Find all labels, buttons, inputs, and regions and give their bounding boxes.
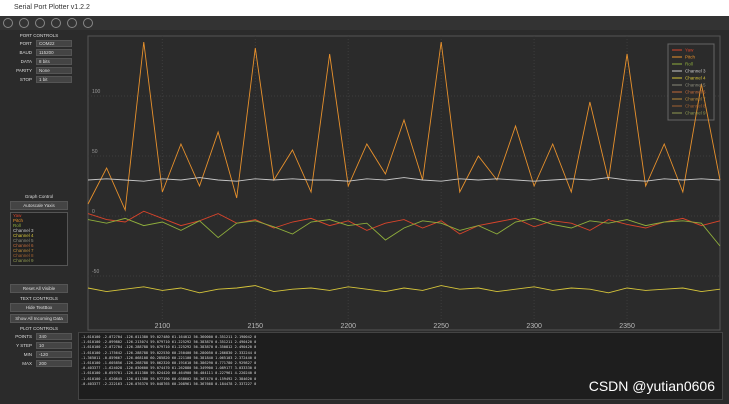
control-value[interactable]: None (36, 67, 72, 74)
control-value[interactable]: 8 bits (36, 58, 72, 65)
tool[interactable] (67, 18, 77, 28)
legend-label: Channel 6 (685, 90, 706, 95)
tool[interactable] (19, 18, 29, 28)
text-line: -0.403377 -1.624028 -126.030600 59.07447… (81, 366, 257, 371)
y-tick-label: 100 (92, 89, 101, 95)
legend-label: Yaw (685, 48, 694, 53)
legend-label: Channel 5 (685, 83, 706, 88)
x-tick-label: 2100 (155, 323, 171, 330)
series-line (87, 217, 721, 247)
text-box: -1.610100 -2.072704 -126.011380 59.02748… (78, 332, 723, 400)
legend-label: Channel 7 (685, 97, 706, 102)
x-tick-label: 2250 (433, 323, 449, 330)
control-value[interactable]: 340 (36, 333, 72, 340)
x-tick-label: 2150 (248, 323, 264, 330)
control-row: MAX 200 (4, 360, 74, 367)
channel-item[interactable]: Channel 4 (13, 233, 34, 238)
legend-label: Channel 3 (685, 69, 706, 74)
section-title: TEXT CONTROLS (20, 296, 58, 301)
button[interactable]: Autoscale Yaxis (10, 201, 68, 210)
channel-item[interactable]: Yaw (13, 213, 22, 218)
control-row: BAUD 115200 (4, 49, 74, 56)
button[interactable]: Reset All Visible (10, 284, 68, 293)
legend-label: Channel 9 (685, 111, 706, 116)
control-row: PORT COM22 (4, 40, 74, 47)
section-title: PLOT CONTROLS (20, 326, 58, 331)
text-line: -1.610100 -2.099802 -126.213074 59.07971… (81, 340, 257, 345)
series-line (87, 41, 721, 212)
plot: -50 0 50 100 2100 2150 2200 2250 2300 2350 Yaw Pitc… (87, 35, 721, 331)
control-label: PARITY (16, 68, 32, 73)
window-title: Serial Port Plotter v1.2.2 (14, 4, 90, 11)
text-line: -1.610100 -2.072704 -126.011380 59.02748… (81, 335, 257, 339)
channel-item[interactable]: Channel 3 (13, 228, 34, 233)
control-value[interactable]: 1 bit (36, 76, 72, 83)
control-label: POINTS (15, 334, 32, 339)
section-title: PORT CONTROLS (19, 33, 59, 38)
control-label: MIN (23, 352, 32, 357)
control-row: PARITY None (4, 67, 74, 74)
control-label: BAUD (19, 50, 32, 55)
x-tick-label: 2350 (619, 323, 635, 330)
channel-item[interactable]: Channel 9 (13, 258, 34, 263)
x-tick-label: 2200 (340, 323, 356, 330)
text-line: -1.365011 -0.859667 -126.068108 60.28582… (81, 355, 257, 360)
series-line (87, 285, 721, 294)
y-tick-label: -50 (92, 269, 99, 275)
toolbar (0, 16, 729, 30)
series-line (87, 210, 721, 235)
text-line: -1.610100 -1.605856 -126.268788 59.06232… (81, 361, 257, 366)
tool[interactable] (83, 18, 93, 28)
control-label: Y STEP (16, 343, 32, 348)
button[interactable]: Show All Incoming Data (10, 314, 68, 323)
tool[interactable] (51, 18, 61, 28)
tool[interactable] (3, 18, 13, 28)
text-line: -1.610100 -2.175642 -126.288788 59.02253… (81, 350, 257, 355)
control-label: DATA (20, 59, 32, 64)
tool[interactable] (35, 18, 45, 28)
legend-label: Pitch (685, 55, 696, 60)
button[interactable]: Hide TextBox (10, 303, 68, 312)
text-line: -1.610100 -0.659701 -126.011380 59.02442… (81, 371, 257, 376)
control-label: MAX (22, 361, 32, 366)
control-label: PORT (19, 41, 32, 46)
side-panel: PORT CONTROLS PORT COM22 BAUD 115200 DATA 8 b… (0, 30, 78, 404)
channel-item[interactable]: Channel 8 (13, 253, 34, 258)
control-row: STOP 1 bit (4, 76, 74, 83)
title-bar: Serial Port Plotter v1.2.2 (0, 0, 729, 16)
legend-label: Channel 8 (685, 104, 706, 109)
control-value[interactable]: 115200 (36, 49, 72, 56)
control-value[interactable]: 10 (36, 342, 72, 349)
channel-item[interactable]: Channel 5 (13, 238, 34, 243)
text-line: -1.610100 -1.620845 -126.011380 59.07719… (81, 376, 257, 381)
channel-item[interactable]: Pitch (13, 218, 24, 223)
control-value[interactable]: -120 (36, 351, 72, 358)
channel-item[interactable]: Roll (13, 223, 21, 228)
text-line: -0.403377 -2.222163 -126.076370 59.04876… (81, 381, 257, 386)
legend-label: Roll (685, 62, 693, 67)
control-row: Y STEP 10 (4, 342, 74, 349)
y-tick-label: 50 (92, 149, 98, 155)
control-value[interactable]: 200 (36, 360, 72, 367)
control-row: MIN -120 (4, 351, 74, 358)
control-label: STOP (19, 77, 32, 82)
y-tick-label: 0 (92, 209, 95, 215)
series-line (87, 177, 721, 182)
channel-item[interactable]: Channel 6 (13, 243, 34, 248)
channel-item[interactable]: Channel 7 (13, 248, 34, 253)
plot-bg (87, 35, 721, 331)
legend-label: Channel 4 (685, 76, 706, 81)
control-value[interactable]: COM22 (36, 40, 72, 47)
text-line: -1.610100 -2.072704 -126.288788 59.07971… (81, 345, 257, 350)
control-row: DATA 8 bits (4, 58, 74, 65)
x-tick-label: 2300 (526, 323, 542, 330)
section-title: Graph Control (24, 194, 54, 199)
control-row: POINTS 340 (4, 333, 74, 340)
watermark: CSDN @yutian0606 (588, 378, 715, 394)
